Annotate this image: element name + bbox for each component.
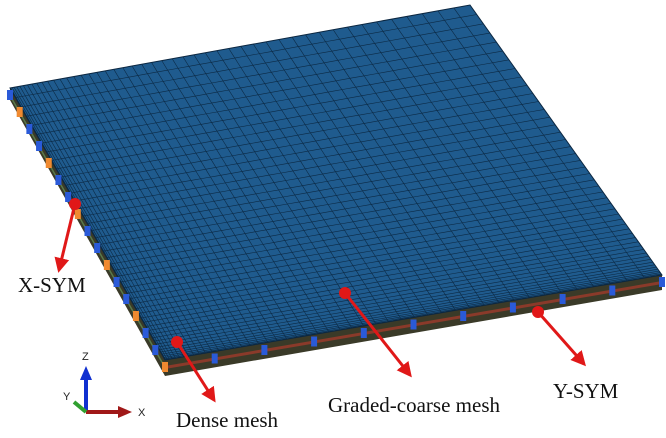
triad-label: X [138,407,146,419]
support [114,277,120,287]
support [212,354,218,364]
support [162,362,168,372]
support [17,107,23,117]
support [75,209,81,219]
callout-arrow [538,312,584,364]
support [609,286,615,296]
dot [339,287,351,299]
triad-label: Z [82,351,89,363]
label: Graded-coarse mesh [328,393,500,417]
support [311,337,317,347]
label: Dense mesh [176,408,279,432]
callout-arrow [59,204,75,270]
support [7,90,13,100]
support [411,320,417,330]
dot [532,306,544,318]
support [26,124,32,134]
support [659,277,665,287]
support [94,243,100,253]
label: X-SYM [18,273,86,297]
support [361,328,367,338]
figure: X-SYM Dense mesh Graded-coarse mesh Y-SY… [0,0,666,438]
support [143,328,149,338]
support [133,311,139,321]
support [104,260,110,270]
x-head [118,406,132,418]
support [85,226,91,236]
support [46,158,52,168]
support [261,345,267,355]
support [123,294,129,304]
support [510,303,516,313]
support [55,175,61,185]
support [152,345,158,355]
z-head [80,366,92,380]
axis-triad: Z Y X [63,351,146,419]
support [460,311,466,321]
dot [171,336,183,348]
support [36,141,42,151]
triad-label: Y [63,391,71,403]
support [560,294,566,304]
dot [69,198,81,210]
label: Y-SYM [553,379,619,403]
